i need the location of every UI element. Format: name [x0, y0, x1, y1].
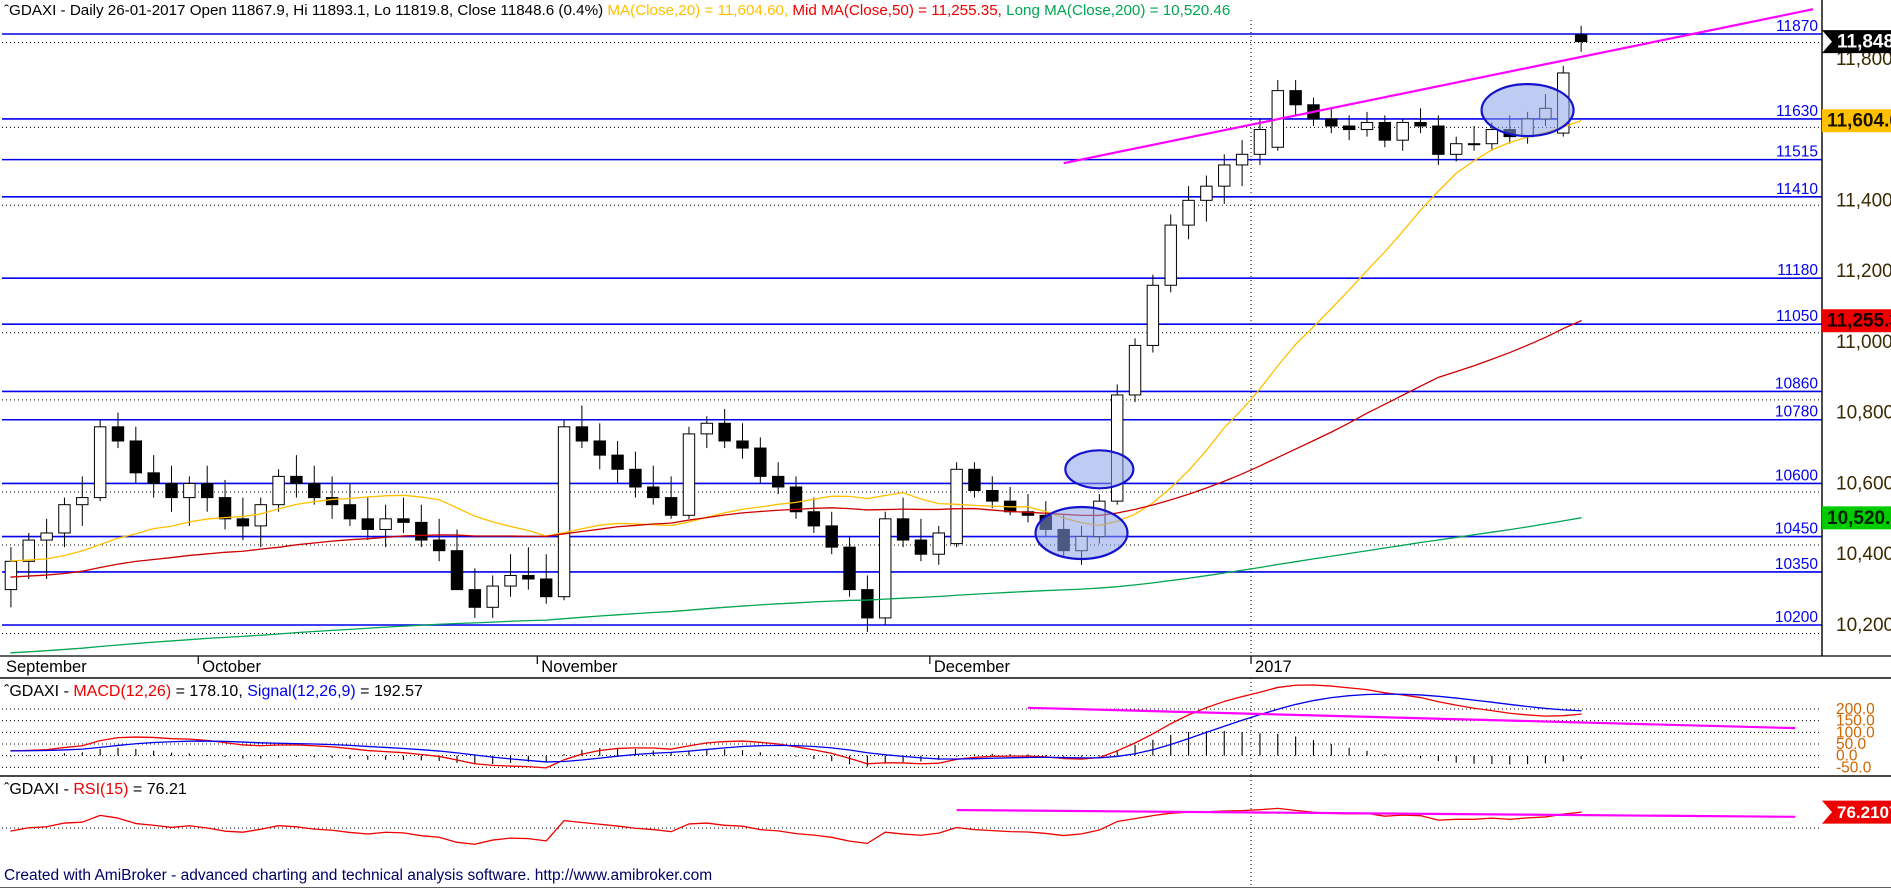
svg-text:-50.0: -50.0 [1836, 759, 1872, 776]
svg-text:10780: 10780 [1775, 404, 1818, 421]
svg-text:10200: 10200 [1775, 609, 1818, 626]
svg-text:September: September [6, 658, 87, 676]
svg-text:11,400: 11,400 [1836, 190, 1891, 211]
svg-text:ˆGDAXI - Daily 26-01-2017 Open: ˆGDAXI - Daily 26-01-2017 Open 11867.9, … [4, 2, 1230, 19]
svg-text:10350: 10350 [1775, 556, 1818, 573]
svg-text:11515: 11515 [1776, 144, 1818, 161]
svg-text:11,255.3: 11,255.3 [1827, 311, 1891, 332]
svg-text:11,848.6: 11,848.6 [1837, 32, 1891, 53]
svg-text:11,000: 11,000 [1836, 332, 1891, 353]
svg-text:10,520.5: 10,520.5 [1827, 508, 1891, 529]
svg-text:11,604.6: 11,604.6 [1827, 111, 1891, 132]
svg-text:10,400: 10,400 [1836, 544, 1891, 565]
svg-text:11180: 11180 [1777, 262, 1818, 279]
svg-text:10450: 10450 [1775, 521, 1818, 538]
svg-text:11050: 11050 [1776, 308, 1818, 325]
svg-text:October: October [202, 658, 261, 676]
svg-text:76.2107: 76.2107 [1837, 803, 1891, 822]
svg-text:ˆGDAXI - MACD(12,26) = 178.10,: ˆGDAXI - MACD(12,26) = 178.10, Signal(12… [4, 683, 423, 700]
svg-text:Created with AmiBroker - advan: Created with AmiBroker - advanced charti… [4, 867, 712, 884]
svg-text:11870: 11870 [1776, 18, 1818, 35]
svg-text:11630: 11630 [1776, 103, 1818, 120]
svg-text:December: December [934, 658, 1011, 676]
svg-text:10,800: 10,800 [1836, 403, 1891, 424]
svg-text:ˆGDAXI - RSI(15) = 76.21: ˆGDAXI - RSI(15) = 76.21 [4, 781, 187, 798]
svg-text:11,200: 11,200 [1836, 261, 1891, 282]
svg-text:10600: 10600 [1775, 467, 1818, 484]
svg-text:10860: 10860 [1775, 375, 1818, 392]
svg-text:November: November [541, 658, 618, 676]
svg-text:10,600: 10,600 [1836, 473, 1891, 494]
svg-text:2017: 2017 [1255, 658, 1292, 676]
svg-text:11410: 11410 [1776, 181, 1818, 198]
svg-text:10,200: 10,200 [1836, 615, 1891, 636]
